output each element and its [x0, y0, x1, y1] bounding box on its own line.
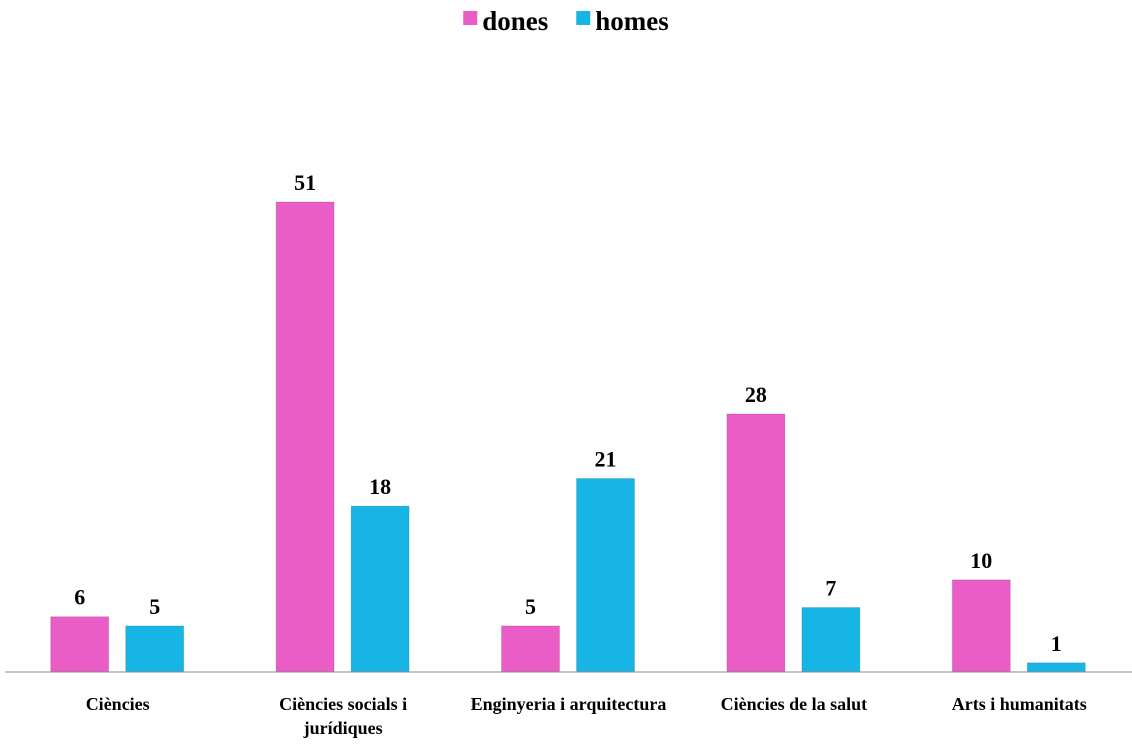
bar — [125, 625, 185, 673]
value-label: 28 — [745, 382, 767, 407]
bar — [50, 616, 110, 673]
value-label: 5 — [525, 594, 536, 619]
value-label: 21 — [595, 446, 617, 471]
bar — [350, 505, 410, 673]
x-tick-label: Ciències de la salut — [720, 694, 868, 714]
value-label: 10 — [970, 548, 992, 573]
x-tick-label: Enginyeria i arquitectura — [470, 694, 667, 714]
value-label: 18 — [369, 474, 391, 499]
legend: dones homes — [463, 6, 669, 36]
value-label: 5 — [149, 594, 160, 619]
value-label: 7 — [825, 575, 836, 600]
value-label: 6 — [74, 585, 85, 610]
legend-swatch — [576, 11, 591, 25]
bar — [501, 625, 560, 673]
x-tick-label: Ciències socials i jurídiques — [279, 694, 408, 738]
bar — [726, 413, 786, 673]
value-label: 51 — [294, 170, 316, 195]
legend-label: homes — [595, 6, 669, 36]
x-tick-label: Ciències — [85, 694, 150, 714]
bar — [275, 201, 335, 673]
x-tick-label: Arts i humanitats — [951, 694, 1087, 714]
bar — [801, 606, 861, 673]
value-label: 1 — [1051, 631, 1062, 656]
legend-swatch — [463, 11, 478, 25]
bar — [951, 579, 1011, 673]
bar — [1026, 662, 1086, 673]
bar — [576, 477, 635, 673]
legend-label: dones — [482, 6, 548, 36]
